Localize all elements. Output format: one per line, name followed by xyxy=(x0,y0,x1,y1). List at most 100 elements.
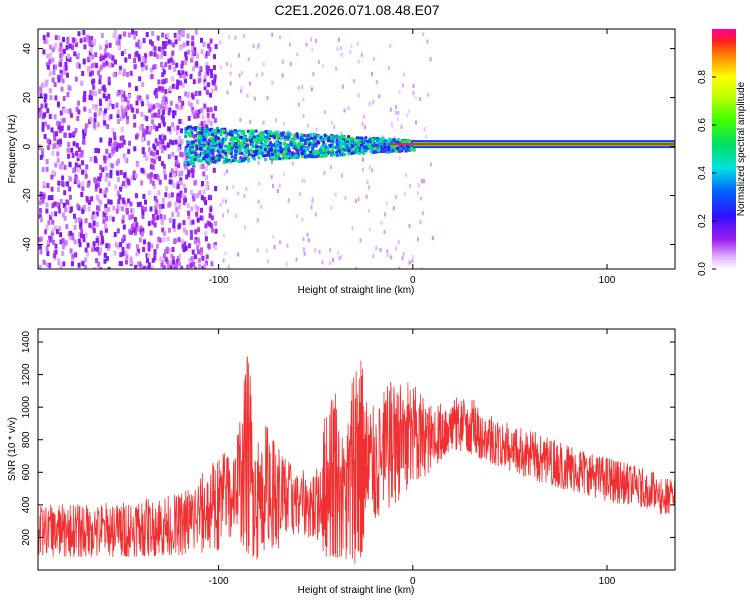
heatmap-cell xyxy=(84,173,88,179)
heatmap-cell xyxy=(374,144,378,147)
heatmap-cell xyxy=(168,193,172,199)
heatmap-cell xyxy=(127,149,131,154)
heatmap-cell xyxy=(166,32,170,38)
heatmap-cell xyxy=(246,129,250,133)
heatmap-cell xyxy=(181,100,185,106)
heatmap-cell xyxy=(106,124,110,129)
heatmap-cell xyxy=(134,264,137,269)
heatmap-cell xyxy=(60,161,64,167)
heatmap-cell xyxy=(285,156,289,160)
heatmap-cell xyxy=(120,51,124,57)
heatmap-cell xyxy=(135,108,139,114)
heatmap-cell xyxy=(81,261,85,267)
heatmap-cell xyxy=(270,147,273,151)
heatmap-cell xyxy=(82,204,86,210)
heatmap-cell xyxy=(105,187,108,193)
heatmap-cell xyxy=(284,154,288,158)
heatmap-cell xyxy=(58,208,62,214)
heatmap-cell xyxy=(179,72,183,78)
heatmap-cell xyxy=(259,146,263,150)
heatmap-cell xyxy=(174,139,178,145)
heatmap-cell xyxy=(291,161,294,166)
heatmap-cell xyxy=(347,147,351,151)
heatmap-cell xyxy=(391,124,394,129)
heatmap-cell xyxy=(357,59,360,64)
heatmap-cell xyxy=(195,99,199,105)
heatmap-cell xyxy=(90,196,94,202)
heatmap-cell xyxy=(178,204,182,210)
heatmap-cell xyxy=(225,154,228,158)
heatmap-cell xyxy=(319,155,323,158)
heatmap-cell xyxy=(213,54,216,60)
heatmap-cell xyxy=(124,106,128,112)
heatmap-cell xyxy=(210,153,214,157)
heatmap-cell xyxy=(337,149,341,153)
heatmap-cell xyxy=(52,239,56,245)
heatmap-cell xyxy=(355,148,359,152)
heatmap-cell xyxy=(389,107,392,112)
heatmap-cell xyxy=(120,127,124,132)
heatmap-cell xyxy=(65,108,69,114)
heatmap-cell xyxy=(368,227,371,232)
heatmap-cell xyxy=(53,253,57,259)
heatmap-cell xyxy=(321,138,325,141)
heatmap-cell xyxy=(118,143,122,149)
heatmap-cell xyxy=(76,179,80,185)
heatmap-cell xyxy=(261,135,265,139)
heatmap-cell xyxy=(315,127,318,132)
heatmap-cell xyxy=(267,137,271,140)
heatmap-cell xyxy=(147,262,151,268)
y-tick-label: -20 xyxy=(22,188,33,203)
heatmap-cell xyxy=(126,116,130,122)
heatmap-cell xyxy=(62,117,66,123)
heatmap-cell xyxy=(215,140,219,144)
heatmap-cell xyxy=(163,51,167,57)
heatmap-cell xyxy=(123,156,127,162)
heatmap-cell xyxy=(341,140,344,143)
heatmap-cell xyxy=(54,243,58,249)
heatmap-cell xyxy=(175,160,179,165)
heatmap-cell xyxy=(419,97,422,101)
heatmap-cell xyxy=(73,179,77,185)
heatmap-cell xyxy=(396,138,400,142)
heatmap-cell xyxy=(83,91,87,96)
heatmap-cell xyxy=(58,226,62,232)
heatmap-cell xyxy=(240,130,243,133)
heatmap-cell xyxy=(206,150,210,154)
heatmap-cell xyxy=(210,131,214,134)
heatmap-cell xyxy=(251,132,255,136)
heatmap-cell xyxy=(249,81,251,86)
heatmap-cell xyxy=(322,140,326,144)
heatmap-cell xyxy=(121,218,125,224)
heatmap-cell xyxy=(322,63,325,68)
heatmap-cell xyxy=(73,239,77,245)
heatmap-cell xyxy=(184,150,188,156)
heatmap-cell xyxy=(162,121,166,127)
heatmap-cell xyxy=(77,31,81,37)
heatmap-cell xyxy=(184,60,187,65)
heatmap-cell xyxy=(142,38,146,43)
heatmap-cell xyxy=(314,140,317,144)
heatmap-cell xyxy=(152,183,156,189)
heatmap-cell xyxy=(339,145,343,148)
heatmap-cell xyxy=(205,140,209,144)
heatmap-cell xyxy=(311,147,315,150)
heatmap-cell xyxy=(49,95,53,101)
heatmap-cell xyxy=(423,179,426,184)
heatmap-cell xyxy=(254,137,258,141)
heatmap-cell xyxy=(219,202,222,207)
heatmap-cell xyxy=(370,142,373,146)
heatmap-cell xyxy=(82,139,85,145)
heatmap-cell xyxy=(303,138,307,142)
heatmap-cell xyxy=(190,146,194,150)
heatmap-cell xyxy=(310,37,312,42)
heatmap-cell xyxy=(227,209,229,214)
heatmap-cell xyxy=(148,126,152,132)
heatmap-cell xyxy=(213,77,217,83)
heatmap-cell xyxy=(175,84,179,90)
heatmap-cell xyxy=(197,159,201,163)
heatmap-cell xyxy=(43,134,47,139)
heatmap-cell xyxy=(343,142,347,146)
heatmap-cell xyxy=(204,132,207,136)
